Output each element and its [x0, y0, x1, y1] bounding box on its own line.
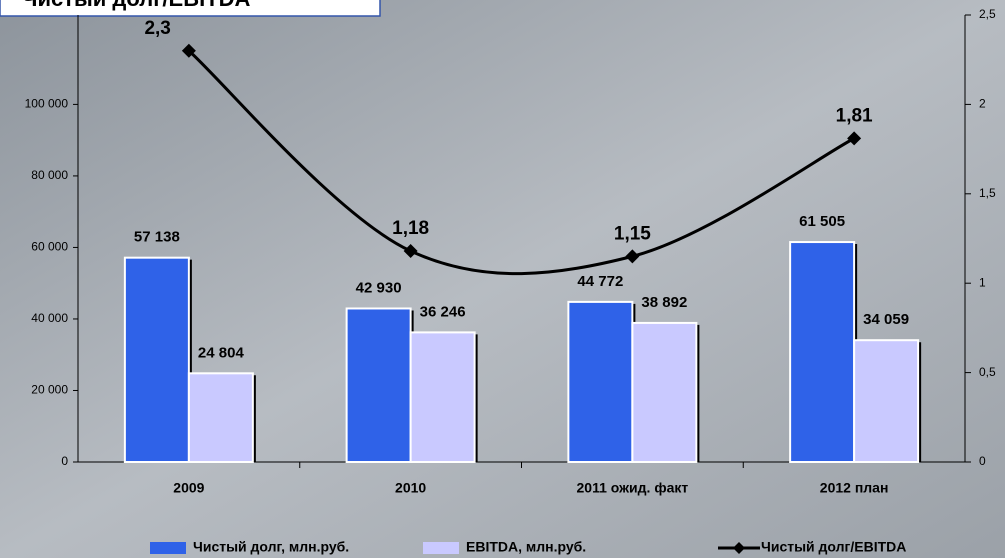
x-tick-label: 2009	[173, 480, 204, 496]
bar	[631, 321, 698, 463]
x-tick-label: 2011 ожид. факт	[577, 480, 689, 496]
title-box	[0, 0, 381, 17]
value-label: 34 059	[863, 311, 909, 328]
y-tick-label: 80 000	[31, 168, 68, 182]
bar	[187, 372, 254, 464]
y-tick-label: 60 000	[31, 240, 68, 254]
bar	[123, 256, 190, 463]
value-label: 42 930	[356, 279, 402, 296]
x-tick-label: 2010	[395, 480, 426, 496]
bar	[567, 300, 634, 463]
y-tick-label: 0	[61, 454, 68, 468]
y-tick-label: 100 000	[25, 97, 69, 111]
legend-swatch	[423, 542, 459, 554]
value-label: 57 138	[134, 229, 180, 246]
value-label: 1,81	[836, 105, 873, 126]
value-label: 24 804	[198, 344, 245, 361]
line	[187, 49, 855, 276]
value-label: 36 246	[420, 303, 466, 320]
legend-label: Чистый долг, млн.руб.	[193, 539, 349, 555]
value-label: 44 772	[577, 273, 623, 290]
marker	[625, 249, 640, 264]
x-tick-label: 2012 план	[820, 480, 889, 496]
value-label: 1,18	[392, 218, 429, 239]
value-label: 61 505	[799, 213, 845, 230]
y2-tick-label: 0	[979, 454, 986, 468]
legend-marker	[733, 542, 745, 554]
y2-tick-label: 0,5	[979, 365, 996, 379]
chart-title: Чистый долг/EBITDA	[22, 0, 251, 11]
y2-tick-label: 1	[979, 275, 986, 289]
y-tick-label: 20 000	[31, 383, 68, 397]
bar	[409, 331, 476, 463]
legend-label: Чистый долг/EBITDA	[761, 539, 906, 555]
y2-tick-label: 1,5	[979, 186, 996, 200]
marker	[403, 244, 418, 259]
legend-label: EBITDA, млн.руб.	[466, 539, 586, 555]
y2-tick-label: 2	[979, 97, 986, 111]
bar	[345, 307, 412, 464]
legend-swatch	[150, 542, 186, 554]
marker	[181, 43, 196, 58]
value-label: 38 892	[641, 294, 687, 311]
value-label: 2,3	[144, 18, 170, 39]
y2-tick-label: 2,5	[979, 7, 996, 21]
bar	[853, 339, 920, 463]
bar	[789, 241, 856, 463]
value-label: 1,15	[614, 223, 651, 244]
marker	[847, 131, 862, 146]
y-tick-label: 40 000	[31, 311, 68, 325]
